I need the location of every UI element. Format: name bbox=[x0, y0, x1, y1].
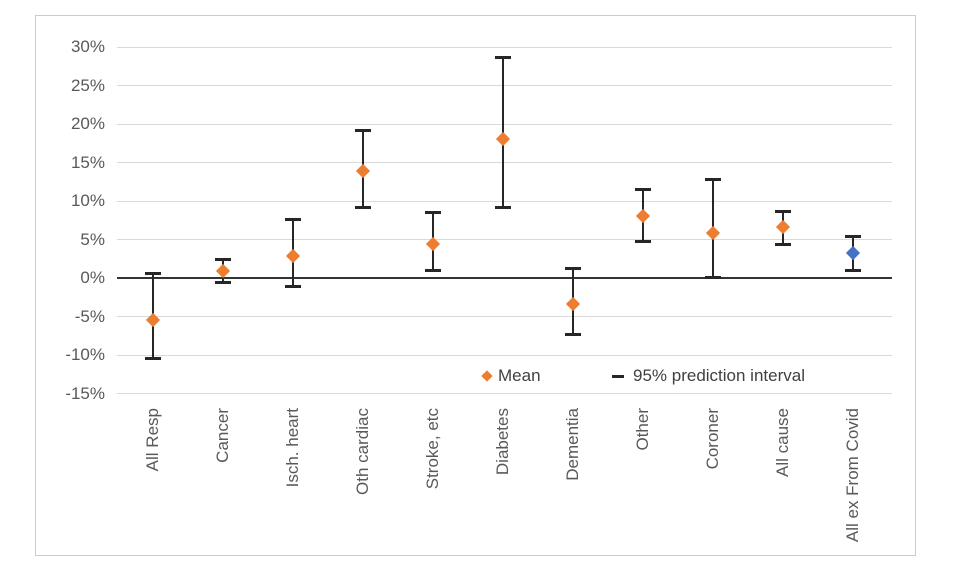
x-category-label: Oth cardiac bbox=[352, 408, 372, 495]
y-tick-label: 0% bbox=[80, 268, 105, 287]
mean-marker bbox=[355, 163, 370, 179]
y-tick-label: 15% bbox=[70, 152, 105, 172]
gridline bbox=[117, 354, 892, 356]
error-bar-cap-bottom bbox=[494, 205, 511, 209]
x-category-label: Other bbox=[632, 408, 652, 451]
error-bar-cap-bottom bbox=[774, 242, 791, 246]
mean-marker bbox=[495, 132, 510, 147]
mean-marker bbox=[635, 209, 650, 224]
x-category-label: Dementia bbox=[562, 408, 582, 481]
interval-dash-icon bbox=[612, 374, 624, 378]
y-tick-label: -15% bbox=[65, 383, 105, 403]
mean-marker bbox=[845, 245, 860, 260]
error-bar-cap-bottom bbox=[704, 275, 721, 279]
y-tick-label: -5% bbox=[74, 306, 105, 326]
legend-mean-label: Mean bbox=[498, 366, 541, 385]
error-bar-cap-bottom bbox=[844, 268, 861, 272]
mean-marker bbox=[145, 312, 160, 327]
error-bar-cap-top bbox=[564, 267, 581, 271]
mean-marker bbox=[285, 248, 300, 263]
error-bar-cap-bottom bbox=[284, 284, 301, 288]
x-category-label: All Resp bbox=[142, 408, 162, 472]
x-axis-line bbox=[117, 277, 892, 279]
gridline bbox=[117, 316, 892, 317]
x-category-label: Coroner bbox=[702, 408, 722, 470]
y-tick-label: 25% bbox=[70, 75, 105, 95]
mean-marker bbox=[775, 220, 790, 235]
mean-marker bbox=[215, 263, 230, 279]
error-bar-cap-top bbox=[214, 258, 231, 262]
x-category-label: Cancer bbox=[212, 408, 232, 463]
error-bar-cap-top bbox=[704, 177, 721, 181]
mean-marker bbox=[565, 297, 580, 312]
y-tick-label: 30% bbox=[70, 37, 105, 56]
error-bar-cap-top bbox=[774, 209, 791, 213]
error-bar-cap-bottom bbox=[424, 268, 441, 272]
x-category-label: Stroke, etc bbox=[422, 408, 442, 490]
x-category-label: Diabetes bbox=[492, 408, 512, 476]
error-bar-cap-bottom bbox=[214, 281, 231, 285]
chart-frame bbox=[35, 15, 916, 556]
legend-interval-label: 95% prediction interval bbox=[633, 366, 805, 385]
error-bar-cap-top bbox=[354, 129, 371, 133]
error-bar-line bbox=[501, 57, 504, 208]
y-tick-label: 10% bbox=[70, 191, 105, 210]
error-bar-cap-top bbox=[424, 211, 441, 215]
error-bar-cap-top bbox=[494, 55, 511, 59]
error-bar-cap-bottom bbox=[634, 240, 651, 244]
gridline bbox=[117, 123, 892, 125]
gridline bbox=[117, 200, 892, 202]
gridline bbox=[117, 162, 892, 163]
gridline bbox=[117, 85, 892, 86]
gridline bbox=[117, 239, 892, 240]
y-tick-label: 5% bbox=[80, 229, 105, 249]
y-tick-label: -10% bbox=[65, 345, 105, 364]
error-bar-cap-bottom bbox=[354, 205, 371, 209]
mean-diamond-icon bbox=[481, 370, 493, 382]
legend-item-mean: Mean bbox=[481, 366, 541, 385]
error-bar-cap-bottom bbox=[144, 357, 161, 361]
legend-item-interval: 95% prediction interval bbox=[612, 366, 805, 385]
gridline bbox=[117, 393, 892, 394]
error-bar-cap-bottom bbox=[564, 333, 581, 337]
gridline bbox=[117, 46, 892, 48]
error-bar-cap-top bbox=[634, 187, 651, 191]
y-tick-label: 20% bbox=[70, 114, 105, 133]
error-bar-cap-top bbox=[284, 217, 301, 221]
error-bar-cap-top bbox=[844, 234, 861, 238]
x-category-label: All ex From Covid bbox=[842, 408, 862, 543]
x-category-label: Isch. heart bbox=[282, 408, 302, 488]
x-category-label: All cause bbox=[772, 408, 792, 477]
error-bar-cap-top bbox=[144, 271, 161, 275]
